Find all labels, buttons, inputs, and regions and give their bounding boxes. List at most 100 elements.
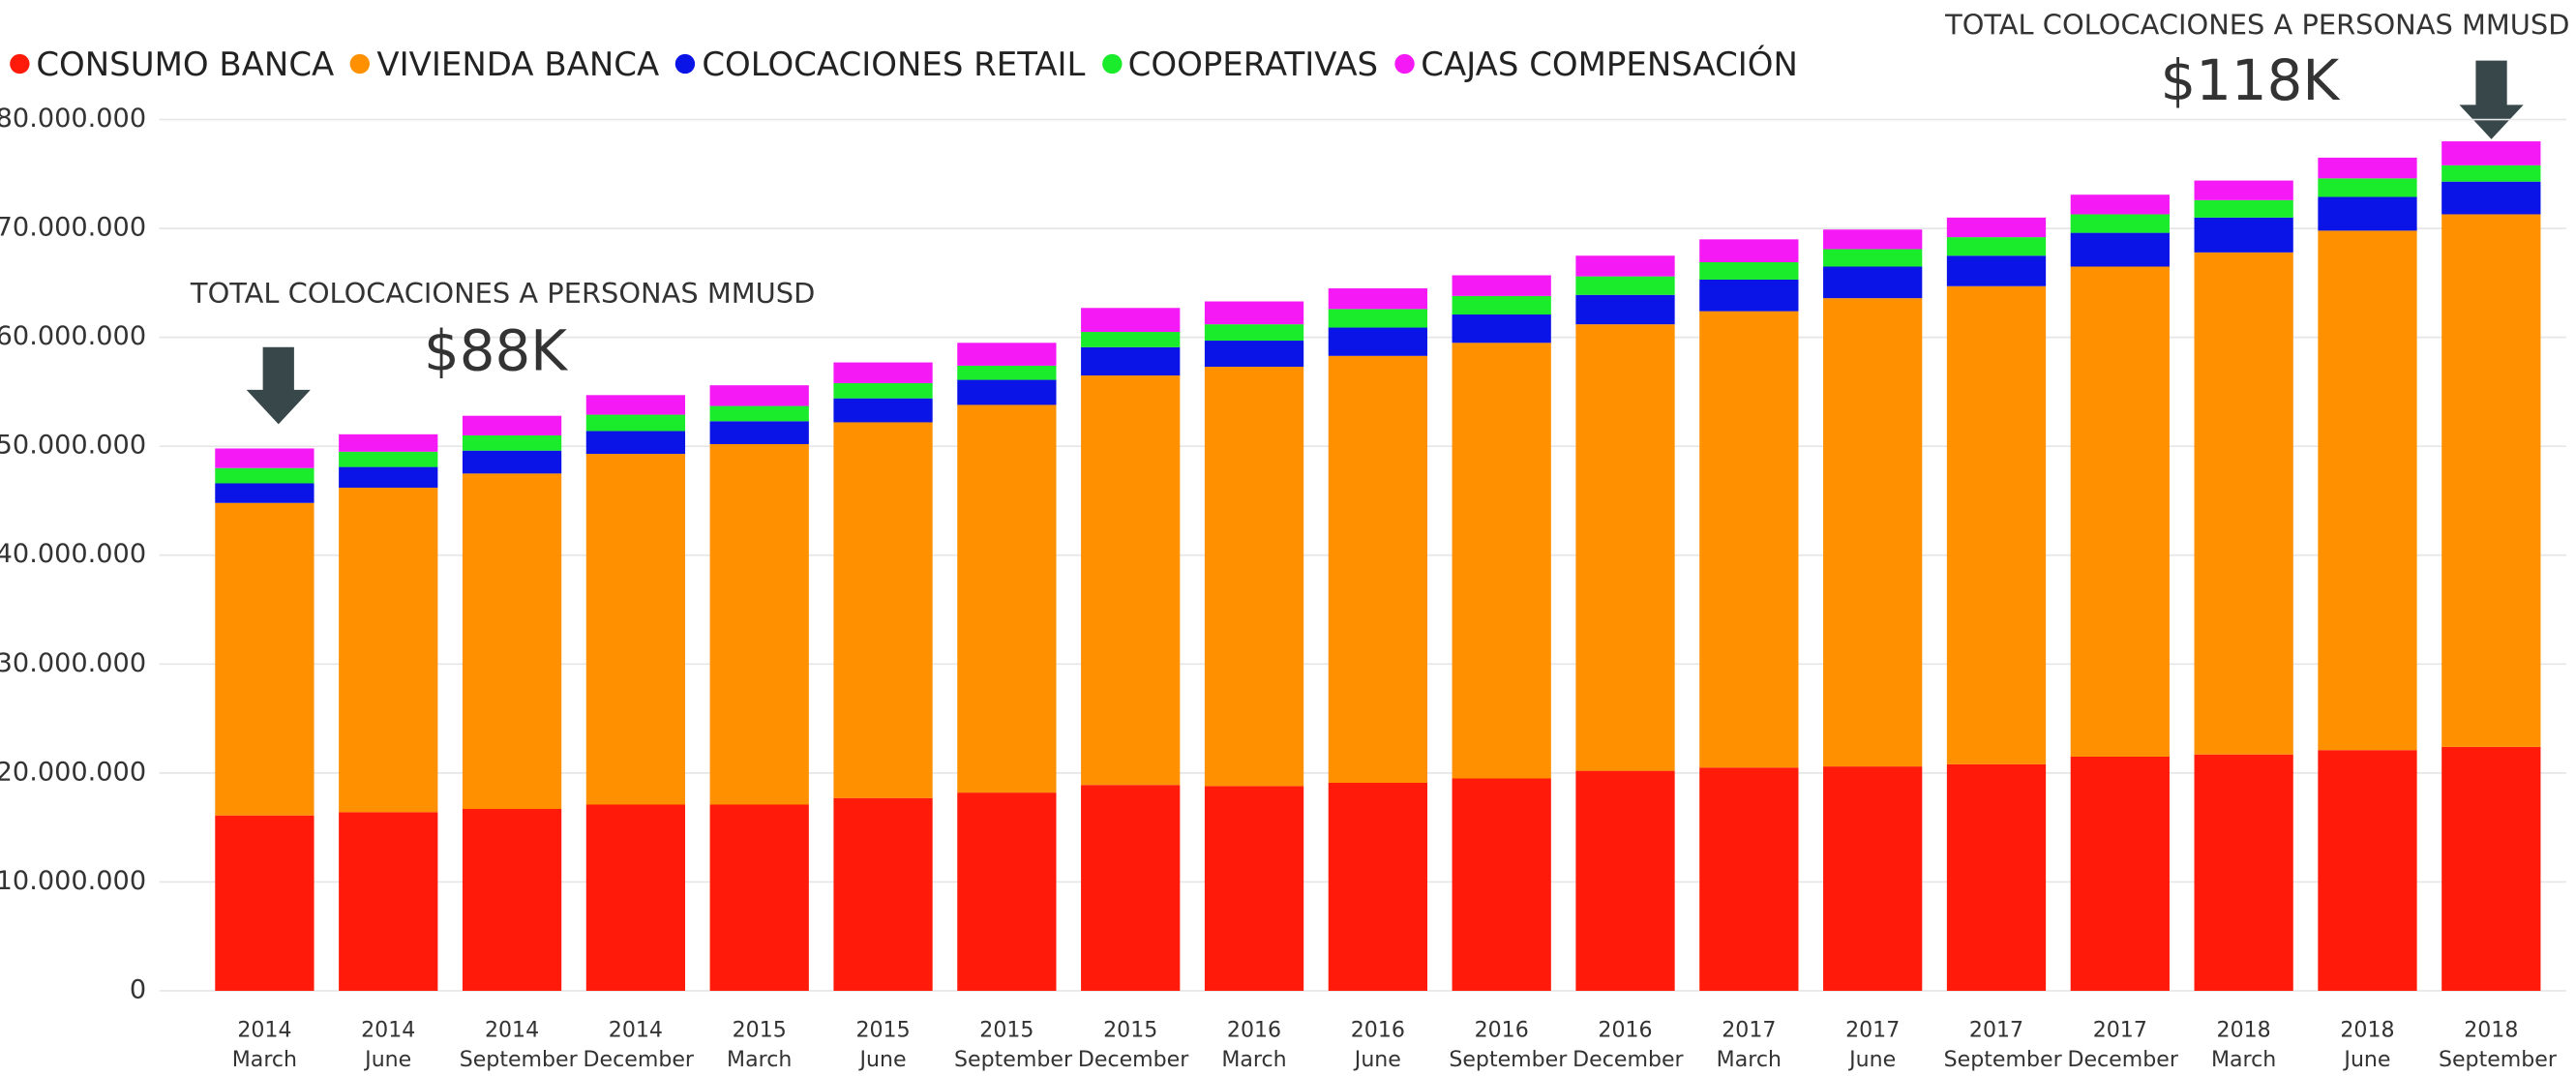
legend-label: VIVIENDA BANCA [376,44,660,84]
bar-segment [709,421,809,444]
bar-segment [215,815,315,991]
x-tick-label: 2015 September [954,1018,1073,1073]
bar-segment [709,385,809,406]
bar-segment [1452,314,1551,344]
bar-segment [339,433,438,452]
y-tick-label: 40.000.000 [0,539,146,569]
bar-segment [833,398,933,423]
legend: CONSUMO BANCA VIVIENDA BANCA COLOCACIONES … [10,44,1798,84]
bar-segment [1204,324,1304,342]
bar-segment [1204,341,1304,368]
bar-segment [215,448,315,468]
bar-segment [833,362,933,383]
bar-segment [2070,214,2170,233]
bar-segment [2318,750,2417,991]
bar-segment [2318,178,2417,197]
bar-segment [1452,778,1551,991]
annotation-text: TOTAL COLOCACIONES A PERSONAS MMUSD [190,278,816,312]
bar-segment [2318,157,2417,179]
bar-segment [1946,237,2047,256]
y-tick-label: 0 [130,974,146,1004]
legend-item: CONSUMO BANCA [10,45,334,83]
bar-segment [2070,266,2170,757]
bar-segment [462,809,562,991]
bar-segment [462,415,562,435]
y-tick-label: 70.000.000 [0,213,146,243]
bar-segment [339,451,438,467]
x-tick-label: 2014 September [459,1018,578,1073]
bar-segment [2318,196,2417,231]
legend-item: COOPERATIVAS [1101,45,1378,83]
bar-segment [1328,355,1427,783]
legend-marker [350,53,371,75]
bar-segment [2194,199,2293,218]
y-tick-label: 50.000.000 [0,431,146,461]
annotation-value: $88K [424,319,568,385]
bar-segment [339,466,438,488]
x-tick-label: 2018 September [2438,1018,2557,1073]
bar-segment [585,431,686,455]
annotation-value: $118K [2160,48,2340,115]
bar-segment [1328,309,1427,328]
bar-segment [1699,261,1799,281]
x-tick-label: 2014 March [231,1018,298,1073]
x-tick-label: 2017 June [1845,1018,1901,1073]
bar-segment [2194,754,2293,991]
bar-segment [1946,217,2047,238]
bar-segment [709,443,809,805]
bar-segment [833,382,933,399]
x-tick-label: 2016 June [1350,1018,1405,1073]
bar-segment [2441,746,2541,991]
bar-segment [1946,285,2047,764]
bar-segment [2070,232,2170,267]
bar-segment [1081,332,1181,347]
bar-segment [1204,367,1304,787]
bar-segment [1699,280,1799,312]
bar-segment [957,792,1057,991]
bar-segment [1699,311,1799,768]
bar-segment [709,804,809,991]
x-tick-label: 2014 December [583,1018,695,1073]
bar-segment [462,473,562,810]
legend-label: COLOCACIONES RETAIL [702,44,1086,84]
legend-item: VIVIENDA BANCA [350,44,660,84]
x-tick-label: 2016 March [1221,1018,1287,1073]
bar-segment [957,343,1057,366]
bar-segment [1081,346,1181,376]
bar-segment [1081,785,1181,991]
bar-segment [1699,767,1799,991]
bar-segment [1204,786,1304,991]
bar-segment [1328,288,1427,310]
y-tick-label: 60.000.000 [0,321,146,351]
x-tick-label: 2015 December [1077,1018,1189,1073]
x-tick-label: 2018 June [2340,1018,2395,1073]
legend-marker [675,53,696,75]
legend-label: CAJAS COMPENSACIÓN [1421,44,1798,84]
bar-segment [2441,141,2541,165]
bar-segment [2441,214,2541,747]
bar-segment [1823,229,1923,250]
x-tick-label: 2017 December [2067,1018,2178,1073]
x-tick-label: 2015 March [727,1018,793,1073]
x-tick-label: 2017 March [1716,1018,1782,1073]
bar-segment [462,450,562,474]
bar-segment [1575,294,1675,325]
bar-segment [585,395,686,415]
bar-segment [1328,782,1427,991]
bar-segment [215,502,315,816]
bar-segment [1328,327,1427,356]
x-tick-label: 2016 December [1573,1018,1684,1073]
legend-item: COLOCACIONES RETAIL [675,44,1086,84]
bar-segment [1452,275,1551,296]
legend-marker [1101,53,1122,75]
bar-segment [1452,343,1551,779]
bar-segment [2070,756,2170,991]
bar-segment [1575,324,1675,771]
bar-segment [2194,217,2293,253]
bar-segment [215,483,315,503]
bar-segment [1081,375,1181,786]
legend-marker [1394,53,1415,75]
bar-segment [1946,255,2047,286]
bar-segment [1452,295,1551,315]
